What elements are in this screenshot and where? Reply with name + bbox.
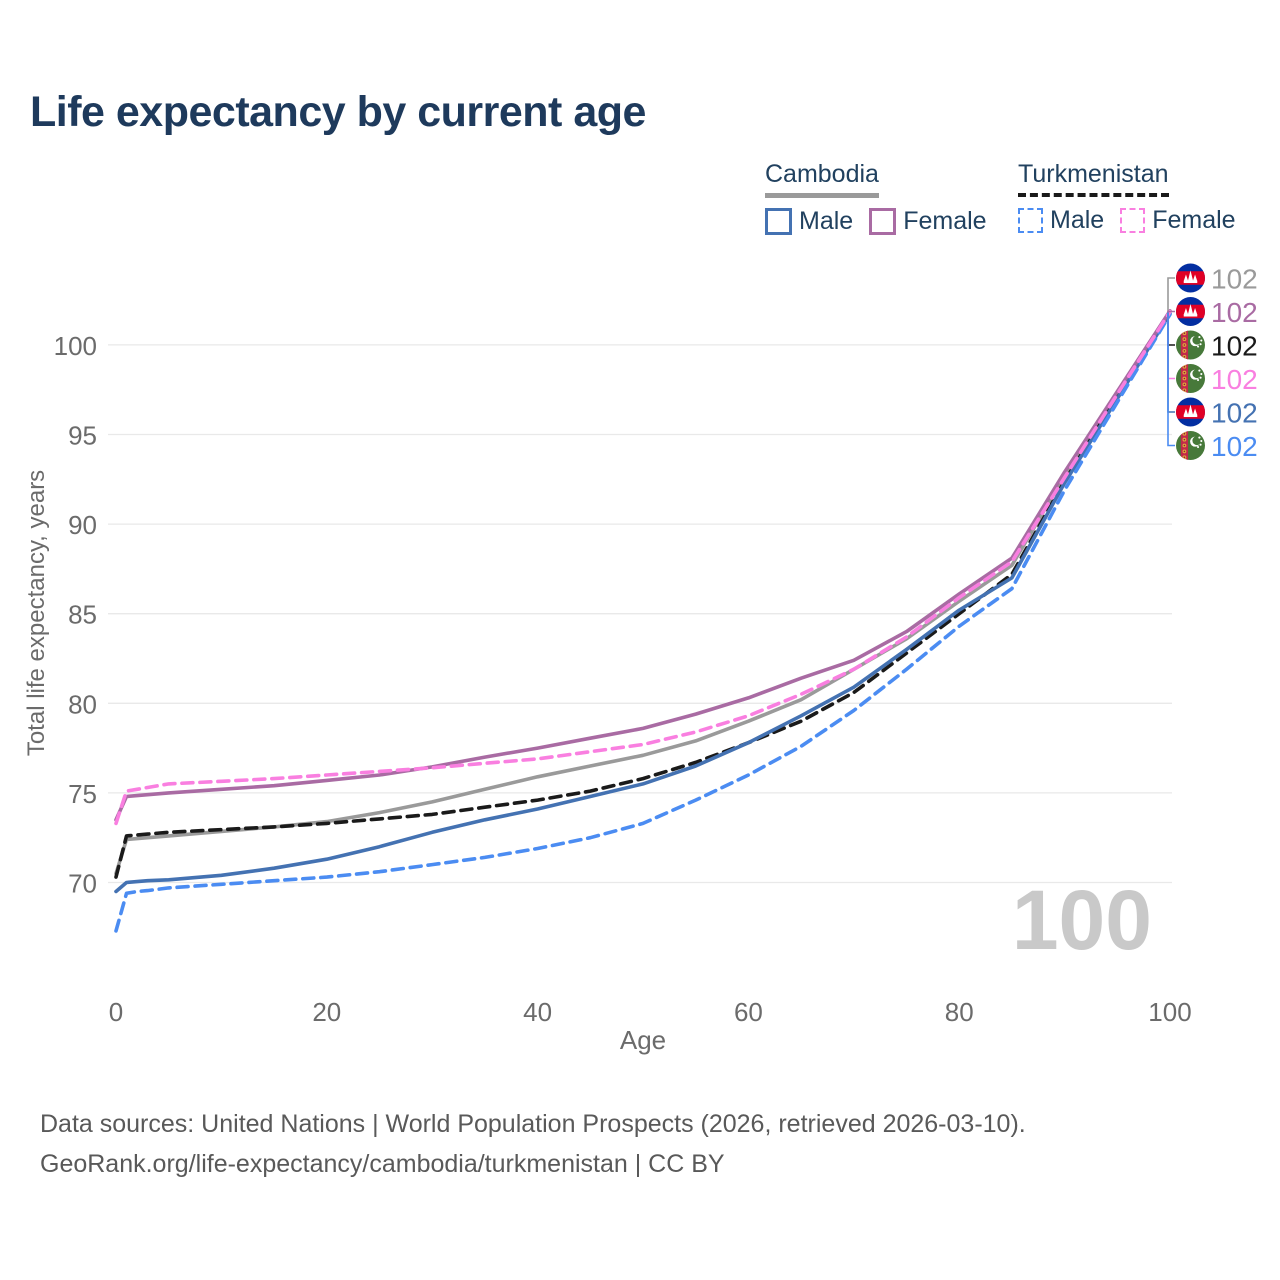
y-tick-label: 85 (68, 600, 97, 630)
y-tick-label: 75 (68, 779, 97, 809)
series-line-turkmenistan-female[interactable] (114, 309, 1172, 826)
end-label-connector (1167, 310, 1175, 313)
end-label-connector (1167, 312, 1175, 413)
turkmenistan-flag-icon (1176, 330, 1205, 360)
hover-age-watermark: 100 (1012, 873, 1152, 967)
x-tick-label: 60 (734, 997, 763, 1027)
series-line-cambodia-both-sexes[interactable] (114, 309, 1172, 876)
cambodia-flag-icon (1176, 397, 1205, 427)
footer-data-sources: Data sources: United Nations | World Pop… (40, 1110, 1026, 1138)
y-tick-label: 100 (54, 331, 97, 361)
series-line-cambodia-male[interactable] (114, 311, 1172, 894)
legend-item-turkmenistan-male[interactable]: Male (1018, 206, 1104, 235)
y-axis-title: Total life expectancy, years (23, 470, 50, 756)
legend-label-turkmenistan-male: Male (1050, 206, 1105, 234)
legend-country-turkmenistan[interactable]: Turkmenistan (1018, 160, 1169, 197)
end-label-connector (1167, 312, 1175, 447)
cambodia-female-swatch-icon (869, 208, 897, 235)
end-label-connector (1167, 277, 1175, 313)
end-label-value: 102 (1211, 398, 1258, 429)
legend-label-cambodia-female: Female (903, 207, 987, 235)
legend-item-cambodia-male[interactable]: Male (765, 207, 853, 236)
x-tick-label: 0 (109, 997, 123, 1027)
footer-attribution: GeoRank.org/life-expectancy/cambodia/tur… (40, 1150, 725, 1178)
legend-items-turkmenistan: Male Female (1018, 206, 1236, 235)
x-axis-title: Age (620, 1025, 666, 1055)
series-line-cambodia-female[interactable] (114, 309, 1172, 822)
legend-item-cambodia-female[interactable]: Female (869, 207, 987, 236)
turkmenistan-flag-icon (1176, 431, 1205, 460)
legend-item-turkmenistan-female[interactable]: Female (1120, 206, 1236, 235)
turkmenistan-female-swatch-icon (1120, 208, 1146, 233)
legend-group-turkmenistan: Turkmenistan Male Female (1018, 160, 1236, 235)
end-label-value: 102 (1211, 431, 1258, 462)
page-title: Life expectancy by current age (30, 88, 646, 136)
legend-country-cambodia[interactable]: Cambodia (765, 160, 879, 198)
y-tick-label: 80 (68, 689, 97, 719)
legend-items-cambodia: Male Female (765, 207, 987, 236)
end-label-value: 102 (1211, 331, 1258, 362)
y-tick-label: 90 (68, 510, 97, 540)
legend-label-cambodia-male: Male (799, 207, 854, 235)
legend-group-cambodia: Cambodia Male Female (765, 160, 987, 236)
series-line-turkmenistan-male[interactable] (114, 312, 1172, 933)
end-label-value: 102 (1211, 264, 1258, 295)
y-tick-label: 70 (68, 869, 97, 899)
end-label-value: 102 (1211, 364, 1258, 395)
end-label-value: 102 (1211, 297, 1258, 328)
x-tick-label: 20 (312, 997, 341, 1027)
cambodia-male-swatch-icon (765, 208, 792, 235)
y-tick-label: 95 (68, 421, 97, 451)
legend-label-turkmenistan-female: Female (1152, 206, 1236, 234)
x-tick-label: 40 (523, 997, 552, 1027)
x-tick-label: 80 (945, 997, 974, 1027)
cambodia-flag-icon (1176, 263, 1205, 293)
cambodia-flag-icon (1176, 297, 1205, 326)
x-tick-label: 100 (1148, 997, 1191, 1027)
turkmenistan-flag-icon (1176, 364, 1205, 393)
series-line-turkmenistan-both-sexes[interactable] (114, 310, 1172, 879)
turkmenistan-male-swatch-icon (1018, 208, 1043, 233)
